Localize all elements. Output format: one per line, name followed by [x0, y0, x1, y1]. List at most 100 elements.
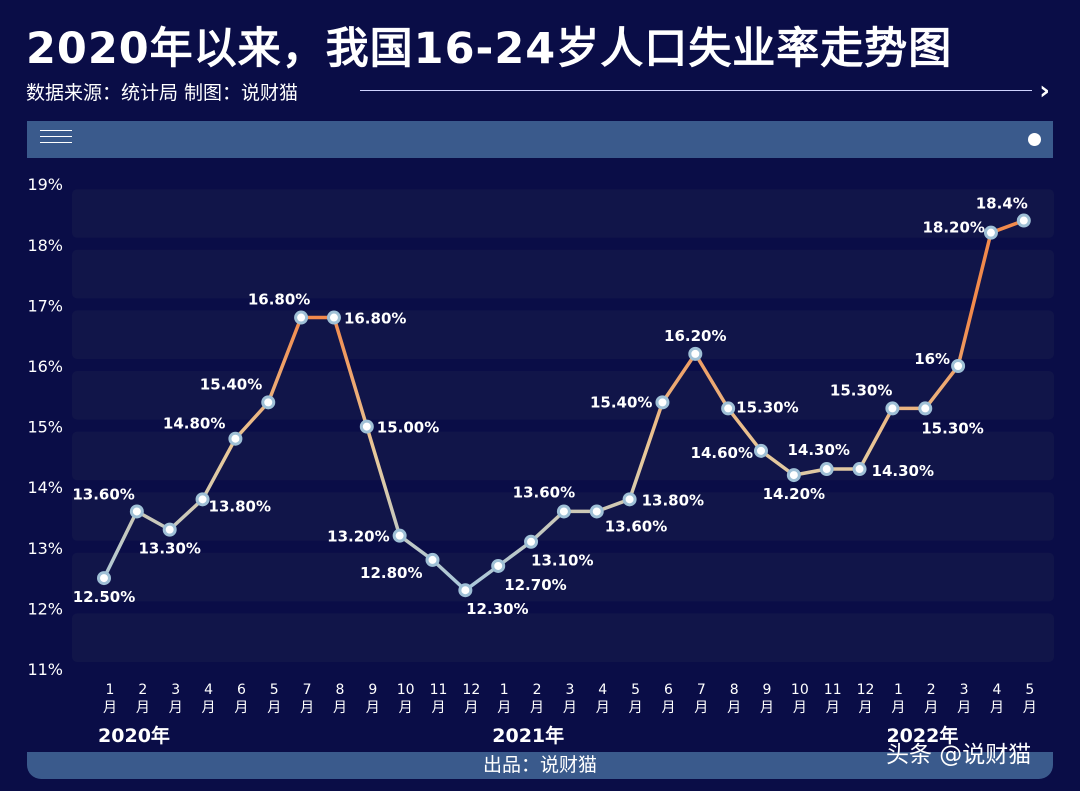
menu-icon[interactable] — [40, 130, 72, 149]
data-point — [162, 522, 177, 537]
y-tick-label: 16% — [27, 357, 63, 376]
x-tick-label: 12 月 — [857, 682, 875, 716]
grid-band — [72, 189, 1054, 238]
data-point — [524, 534, 539, 549]
data-points — [97, 213, 1031, 598]
data-labels: 12.50% 13.60% 13.30% 13.80% 14.80% 15.40% 16.8… — [72, 195, 1027, 619]
year-label: 2020年 — [98, 724, 170, 747]
data-point — [195, 492, 210, 507]
data-label: 14.30% — [787, 441, 849, 459]
data-label: 16.80% — [248, 291, 310, 309]
data-label: 15.40% — [200, 375, 262, 393]
data-label: 14.30% — [872, 462, 934, 480]
grid-band — [72, 431, 1054, 481]
data-label: 13.20% — [327, 528, 389, 546]
data-point — [129, 504, 144, 519]
data-point — [425, 552, 440, 567]
grid-band — [72, 613, 1054, 662]
data-point — [228, 431, 243, 446]
data-label: 13.10% — [531, 552, 593, 570]
data-label: 12.70% — [504, 576, 566, 594]
data-label: 15.00% — [377, 419, 439, 437]
data-label: 16.20% — [664, 327, 726, 345]
chart-subtitle: 数据来源：统计局 制图：说财猫 — [26, 82, 299, 104]
data-label: 14.20% — [763, 485, 825, 503]
data-label: 12.80% — [360, 564, 422, 582]
data-label: 13.60% — [72, 485, 134, 503]
data-point — [951, 359, 966, 373]
data-point — [294, 310, 309, 325]
y-tick-label: 14% — [27, 478, 63, 497]
data-point — [983, 225, 998, 240]
x-tick-label: 10 月 — [791, 682, 809, 716]
data-label: 13.80% — [209, 497, 271, 515]
data-point — [918, 401, 933, 416]
chevron-right-icon: › — [1039, 76, 1050, 106]
header-divider — [360, 90, 1032, 91]
grid-band — [72, 310, 1054, 359]
y-tick-label: 13% — [27, 539, 63, 558]
data-label: 13.80% — [642, 491, 704, 509]
data-point — [819, 462, 834, 477]
data-label: 12.30% — [466, 600, 528, 618]
y-tick-label: 15% — [27, 418, 63, 437]
data-label: 14.60% — [691, 444, 753, 462]
data-point — [655, 395, 670, 410]
data-label: 15.30% — [736, 398, 798, 416]
y-tick-label: 11% — [27, 660, 63, 679]
grid-band — [72, 249, 1054, 299]
data-point — [556, 504, 571, 519]
y-tick-label: 19% — [27, 175, 63, 194]
y-tick-label: 18% — [27, 236, 63, 255]
data-point — [392, 528, 407, 543]
data-label: 13.60% — [605, 517, 667, 535]
data-point — [885, 401, 900, 416]
data-point — [589, 504, 604, 519]
x-axis: 1 月 2 月 3 月 4 月 6 月 5 月 7 月 8 月 9 月 10 月 11 月 12 月 1 月 2 月 3 月 4 月 5 月 6 月 7… — [103, 682, 1037, 716]
data-point — [491, 558, 506, 573]
y-axis: 11% 12% 13% 14% 15% 16% 17% 18% 19% — [27, 175, 63, 679]
data-point — [721, 401, 736, 416]
data-point — [622, 492, 637, 507]
data-label: 14.80% — [163, 415, 225, 433]
grid-band — [72, 371, 1054, 420]
y-tick-label: 12% — [27, 599, 63, 618]
data-label: 16% — [914, 350, 950, 368]
x-tick-label: 11 月 — [430, 682, 448, 716]
data-point — [688, 346, 703, 361]
data-label: 15.40% — [590, 393, 652, 411]
grid-bands — [72, 189, 1054, 662]
x-tick-label: 10 月 — [397, 682, 415, 716]
data-point — [786, 468, 801, 483]
data-point — [261, 395, 276, 410]
data-label: 13.30% — [138, 540, 200, 558]
data-label: 18.4% — [976, 195, 1028, 213]
data-label: 12.50% — [73, 588, 135, 606]
watermark: 头条 @说财猫 — [886, 742, 1032, 768]
data-label: 13.60% — [513, 483, 575, 501]
year-label: 2022年 — [886, 724, 958, 747]
year-labels: 2020年 2021年 2022年 — [98, 724, 958, 747]
data-point — [359, 419, 374, 434]
data-point — [1016, 213, 1031, 228]
